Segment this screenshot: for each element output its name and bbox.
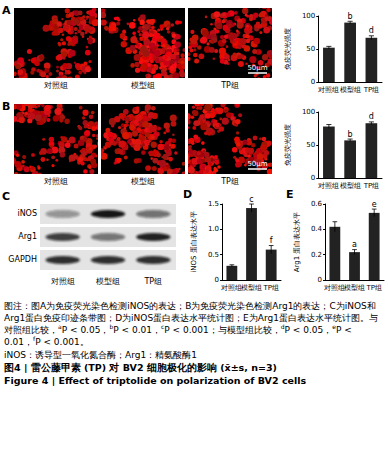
svg-text:d: d [369, 112, 374, 121]
svg-text:1.0: 1.0 [208, 225, 219, 233]
svg-text:f: f [270, 236, 273, 245]
html-text:D: D [183, 188, 193, 201]
html-text:对照组: 对照组 [44, 177, 68, 186]
html-text:A: A [2, 4, 11, 17]
svg-text:0: 0 [311, 174, 315, 182]
html-text:iNOS：诱导型一氧化氮合酶；Arg1：精氨酸酶1: iNOS：诱导型一氧化氮合酶；Arg1：精氨酸酶1 [4, 350, 197, 360]
svg-text:TP组: TP组 [365, 284, 382, 292]
html-text:模型组: 模型组 [131, 81, 155, 90]
html-text:TP组: TP组 [221, 177, 239, 186]
svg-text:免疫荧光强度: 免疫荧光强度 [284, 124, 292, 166]
html-text:iNOS: iNOS [17, 209, 37, 218]
svg-text:模型组: 模型组 [340, 86, 361, 94]
svg-text:50: 50 [306, 45, 315, 53]
html-text:图4 | 雷公藤甲素 (TP) 对 BV2 细胞极化的影响: 图4 | 雷公藤甲素 (TP) 对 BV2 细胞极化的影响 (x̄±s, n=3… [4, 362, 277, 373]
svg-text:0.5: 0.5 [208, 251, 219, 259]
html-text:C: C [2, 190, 11, 203]
html-text:Figure 4 | Effect of triptolid: Figure 4 | Effect of triptolide on polar… [4, 375, 307, 386]
html-text:对照组: 对照组 [44, 81, 68, 90]
html-text:E: E [286, 188, 294, 201]
svg-text:0: 0 [311, 78, 315, 86]
svg-text:a: a [352, 240, 357, 249]
html-text:TP组: TP组 [221, 81, 239, 90]
svg-text:c: c [249, 195, 253, 204]
svg-text:TP组: TP组 [363, 86, 380, 94]
svg-text:免疫荧光强度: 免疫荧光强度 [284, 28, 292, 70]
svg-text:0: 0 [318, 276, 322, 284]
svg-text:0.4: 0.4 [311, 225, 323, 233]
html-text:B: B [2, 100, 11, 113]
svg-text:对照组: 对照组 [318, 86, 339, 94]
html-text:模型组: 模型组 [131, 177, 155, 186]
svg-text:e: e [372, 200, 377, 209]
svg-text:模型组: 模型组 [241, 284, 262, 292]
svg-text:对照组: 对照组 [324, 284, 345, 292]
html-text:Arg1: Arg1 [18, 232, 37, 241]
html-text:模型组: 模型组 [96, 277, 120, 286]
svg-text:Arg1 蛋白表达水平: Arg1 蛋白表达水平 [293, 212, 301, 273]
svg-text:模型组: 模型组 [344, 284, 365, 292]
svg-text:50μm: 50μm [247, 160, 267, 168]
svg-text:0.6: 0.6 [311, 200, 323, 208]
svg-text:100: 100 [302, 108, 315, 116]
svg-text:50μm: 50μm [247, 64, 267, 72]
svg-text:对照组: 对照组 [318, 182, 339, 190]
svg-text:0: 0 [215, 276, 219, 284]
html-text:对照组: 对照组 [50, 277, 75, 286]
html-text:图注：图A为免疫荧光染色检测iNOS的表达；B为免疫荧光染色: 图注：图A为免疫荧光染色检测iNOS的表达；B为免疫荧光染色检测Arg1的表达；… [4, 301, 378, 347]
svg-text:1.5: 1.5 [208, 200, 219, 208]
html-text:TP组: TP组 [144, 277, 163, 286]
svg-text:模型组: 模型组 [340, 182, 361, 190]
svg-text:100: 100 [302, 12, 315, 20]
svg-text:50: 50 [306, 141, 315, 149]
svg-text:TP组: TP组 [262, 284, 279, 292]
svg-text:0.2: 0.2 [311, 251, 322, 259]
svg-text:d: d [369, 26, 374, 35]
svg-text:TP组: TP组 [363, 182, 380, 190]
svg-text:b: b [348, 130, 353, 139]
html-text:GAPDH: GAPDH [8, 255, 37, 264]
svg-text:对照组: 对照组 [221, 284, 242, 292]
svg-text:b: b [348, 12, 353, 21]
svg-text:iNOS 蛋白表达水平: iNOS 蛋白表达水平 [190, 211, 198, 272]
